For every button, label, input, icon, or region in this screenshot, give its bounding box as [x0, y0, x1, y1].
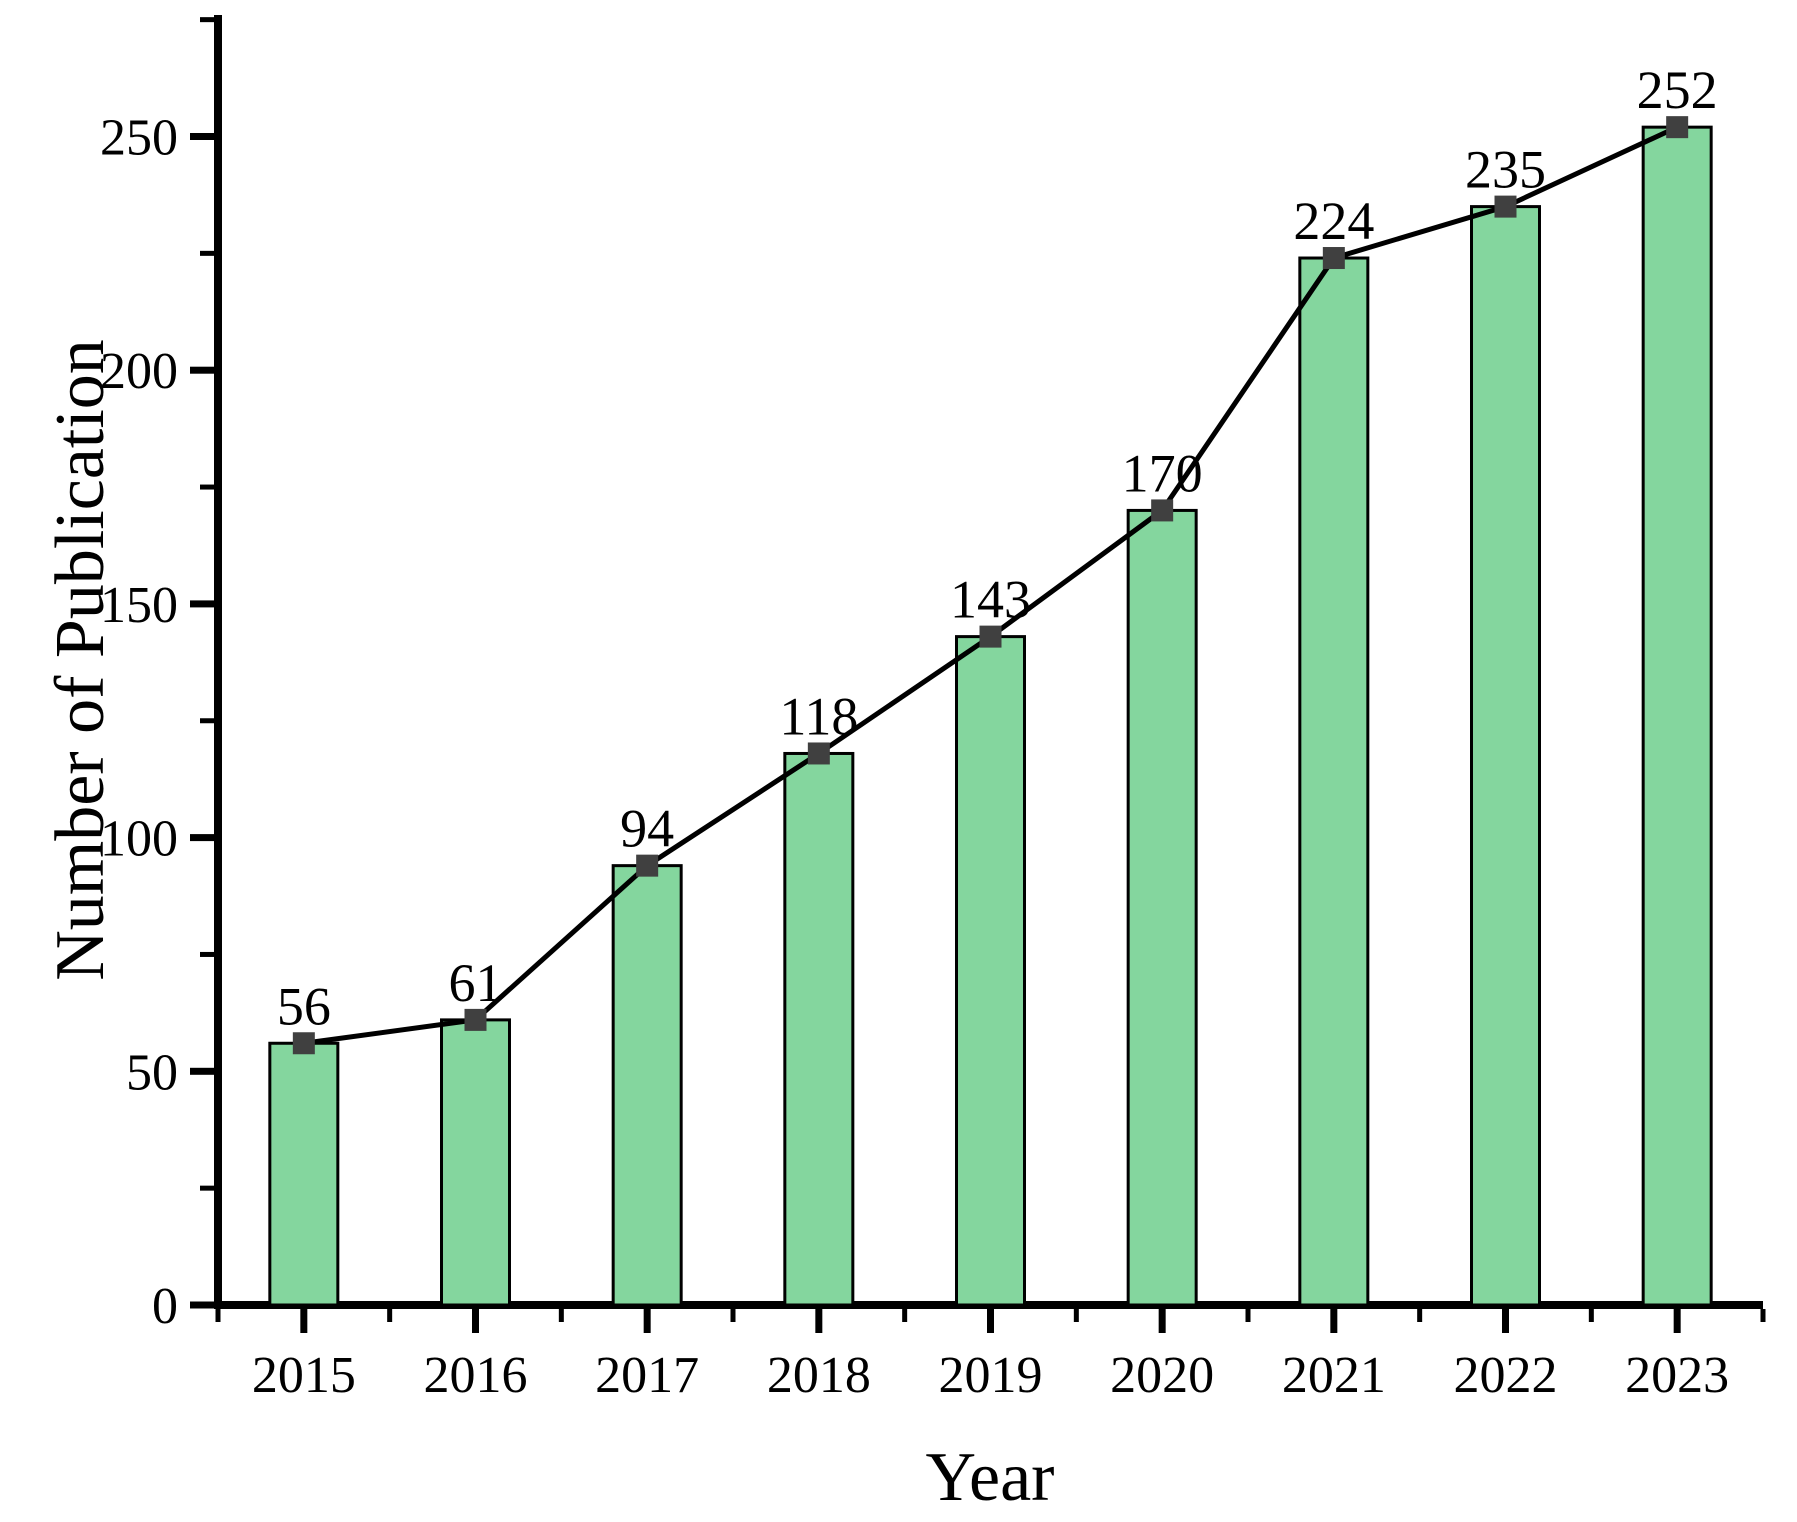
x-minor-tick — [558, 1309, 564, 1322]
x-tick-label: 2022 — [1454, 1347, 1558, 1404]
y-axis-spine — [214, 15, 222, 1309]
x-major-tick — [1502, 1309, 1509, 1333]
x-minor-tick — [1417, 1309, 1423, 1322]
square-marker — [464, 1008, 487, 1031]
square-marker — [1666, 116, 1689, 139]
x-major-tick — [472, 1309, 479, 1333]
square-marker — [1151, 499, 1174, 522]
x-axis-title: Year — [926, 1439, 1055, 1516]
y-major-tick — [190, 366, 214, 374]
x-major-tick — [1673, 1309, 1681, 1333]
bars-layer — [268, 125, 1713, 1307]
y-tick-label: 150 — [100, 577, 178, 634]
bar — [611, 864, 683, 1307]
x-major-tick — [300, 1309, 308, 1333]
axes-layer: 0 50 100 150 200 250 2015 2016 2017 2018 2019 2020 2… — [100, 15, 1766, 1404]
x-minor-tick — [1073, 1309, 1079, 1322]
x-minor-tick — [902, 1309, 908, 1322]
data-label: 235 — [1465, 140, 1546, 200]
bar — [955, 635, 1026, 1307]
square-marker — [636, 854, 659, 877]
x-major-tick — [643, 1309, 651, 1333]
bar — [1641, 125, 1713, 1307]
data-label: 118 — [779, 686, 858, 746]
y-major-tick — [190, 600, 214, 608]
data-label: 56 — [277, 976, 331, 1036]
y-tick-label: 250 — [100, 110, 178, 167]
y-major-tick — [190, 834, 214, 842]
y-minor-tick — [200, 250, 214, 256]
data-labels-layer: 56 61 94 118 143 170 224 235 252 — [277, 60, 1718, 1036]
x-major-tick — [1330, 1309, 1338, 1333]
y-tick-label: 200 — [100, 343, 178, 400]
y-minor-tick — [200, 951, 214, 957]
y-major-tick — [190, 133, 214, 140]
y-major-tick — [190, 1067, 214, 1075]
x-tick-label: 2016 — [424, 1347, 528, 1404]
x-tick-label: 2018 — [767, 1347, 871, 1404]
x-minor-tick — [730, 1309, 736, 1322]
x-tick-label: 2017 — [595, 1347, 699, 1404]
bar — [1298, 256, 1370, 1307]
data-label: 143 — [950, 570, 1031, 630]
y-axis-title: Number of Publication — [42, 339, 119, 981]
x-minor-tick — [1588, 1309, 1594, 1322]
bar — [1126, 508, 1198, 1307]
x-minor-tick — [215, 1309, 221, 1322]
bar — [268, 1041, 340, 1307]
y-tick-label: 0 — [152, 1278, 178, 1335]
bar — [783, 751, 855, 1307]
bar — [1470, 205, 1541, 1307]
y-minor-tick — [200, 17, 214, 23]
x-tick-label: 2019 — [939, 1347, 1043, 1404]
square-marker — [979, 625, 1002, 648]
data-label: 170 — [1122, 443, 1203, 503]
y-tick-label: 100 — [100, 811, 178, 868]
y-minor-tick — [200, 484, 214, 490]
y-tick-label: 50 — [126, 1044, 178, 1101]
x-major-tick — [815, 1309, 823, 1333]
x-minor-tick — [387, 1309, 393, 1322]
x-minor-tick — [1245, 1309, 1251, 1322]
y-major-tick — [190, 1301, 214, 1309]
x-minor-tick — [1760, 1309, 1766, 1322]
x-major-tick — [1158, 1309, 1166, 1333]
square-marker — [1494, 195, 1517, 218]
bar — [440, 1018, 511, 1307]
data-label: 224 — [1293, 191, 1374, 251]
square-marker — [1322, 247, 1345, 270]
y-minor-tick — [200, 1185, 214, 1191]
square-marker — [292, 1032, 315, 1055]
line-series-layer — [292, 116, 1689, 1055]
data-label: 252 — [1637, 60, 1718, 120]
data-label: 94 — [620, 799, 674, 859]
x-tick-label: 2015 — [252, 1347, 356, 1404]
y-minor-tick — [200, 718, 214, 724]
data-label: 61 — [449, 953, 503, 1013]
x-tick-label: 2021 — [1282, 1347, 1386, 1404]
x-tick-label: 2023 — [1625, 1347, 1729, 1404]
square-marker — [807, 742, 830, 765]
x-tick-label: 2020 — [1110, 1347, 1214, 1404]
x-major-tick — [987, 1309, 994, 1333]
